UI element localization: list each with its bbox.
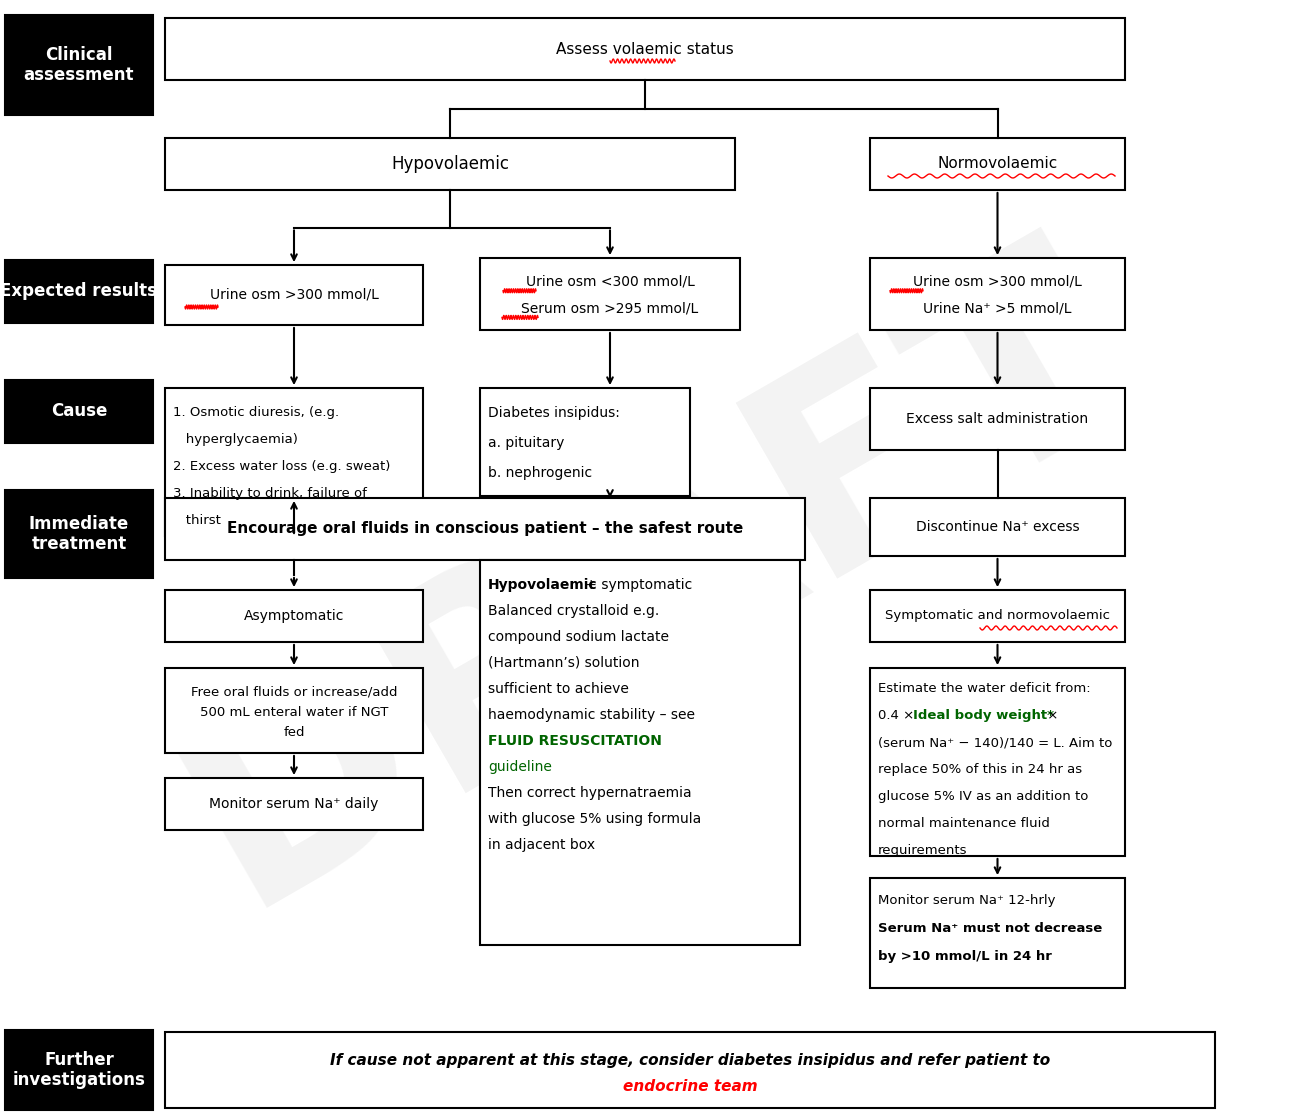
Text: Urine osm <300 mmol/L: Urine osm <300 mmol/L <box>525 275 695 288</box>
Text: Ideal body weight*: Ideal body weight* <box>913 709 1054 722</box>
Text: (Hartmann’s) solution: (Hartmann’s) solution <box>488 656 640 670</box>
Text: replace 50% of this in 24 hr as: replace 50% of this in 24 hr as <box>878 762 1083 776</box>
Text: Urine osm >300 mmol/L: Urine osm >300 mmol/L <box>913 275 1081 288</box>
Text: 0.4 ×: 0.4 × <box>878 709 918 722</box>
Text: a. pituitary: a. pituitary <box>488 436 564 451</box>
Bar <box>870 667 1124 856</box>
Text: hyperglycaemia): hyperglycaemia) <box>172 433 298 446</box>
Bar <box>870 590 1124 642</box>
Text: Balanced crystalloid e.g.: Balanced crystalloid e.g. <box>488 604 660 618</box>
Bar <box>870 388 1124 451</box>
Text: Hypovolaemic: Hypovolaemic <box>488 578 598 593</box>
Text: Normovolaemic: Normovolaemic <box>938 157 1058 171</box>
Text: Encourage oral fluids in conscious patient – the safest route: Encourage oral fluids in conscious patie… <box>227 521 743 537</box>
Text: Asymptomatic: Asymptomatic <box>244 609 345 623</box>
Text: ×: × <box>1043 709 1058 722</box>
Text: Clinical
assessment: Clinical assessment <box>24 46 135 84</box>
Text: + symptomatic: + symptomatic <box>581 578 692 593</box>
Text: 1. Osmotic diuresis, (e.g.: 1. Osmotic diuresis, (e.g. <box>172 406 340 419</box>
Bar <box>481 560 801 945</box>
Text: Diabetes insipidus:: Diabetes insipidus: <box>488 406 620 420</box>
Bar <box>870 138 1124 190</box>
Bar <box>481 388 690 496</box>
Text: Estimate the water deficit from:: Estimate the water deficit from: <box>878 682 1091 695</box>
Text: normal maintenance fluid: normal maintenance fluid <box>878 817 1050 830</box>
Bar <box>165 498 804 560</box>
Text: FLUID RESUSCITATION: FLUID RESUSCITATION <box>488 735 662 748</box>
Text: Monitor serum Na⁺ 12-hrly: Monitor serum Na⁺ 12-hrly <box>878 894 1055 907</box>
Bar <box>165 590 423 642</box>
Text: Then correct hypernatraemia: Then correct hypernatraemia <box>488 786 692 800</box>
Text: compound sodium lactate: compound sodium lactate <box>488 631 669 644</box>
Text: Free oral fluids or increase/add: Free oral fluids or increase/add <box>191 685 397 699</box>
Text: Monitor serum Na⁺ daily: Monitor serum Na⁺ daily <box>209 797 379 811</box>
Text: glucose 5% IV as an addition to: glucose 5% IV as an addition to <box>878 790 1088 803</box>
Text: Expected results: Expected results <box>0 283 158 301</box>
Bar <box>870 878 1124 988</box>
Text: guideline: guideline <box>488 760 552 774</box>
Text: 500 mL enteral water if NGT: 500 mL enteral water if NGT <box>200 705 388 719</box>
Text: 2. Excess water loss (e.g. sweat): 2. Excess water loss (e.g. sweat) <box>172 459 390 473</box>
Text: haemodynamic stability – see: haemodynamic stability – see <box>488 708 695 722</box>
Text: Serum osm >295 mmol/L: Serum osm >295 mmol/L <box>521 302 699 315</box>
Bar <box>165 138 735 190</box>
Text: by >10 mmol/L in 24 hr: by >10 mmol/L in 24 hr <box>878 950 1051 963</box>
Text: in adjacent box: in adjacent box <box>488 838 596 852</box>
Text: Discontinue Na⁺ excess: Discontinue Na⁺ excess <box>916 520 1079 534</box>
Bar <box>870 258 1124 330</box>
Text: endocrine team: endocrine team <box>623 1079 757 1095</box>
Bar <box>5 490 153 578</box>
Text: Urine Na⁺ >5 mmol/L: Urine Na⁺ >5 mmol/L <box>923 302 1072 315</box>
Bar <box>870 498 1124 556</box>
Bar <box>165 265 423 325</box>
Text: 3. Inability to drink, failure of: 3. Inability to drink, failure of <box>172 487 367 500</box>
Text: Hypovolaemic: Hypovolaemic <box>390 155 509 173</box>
Bar <box>165 1032 1215 1108</box>
Text: If cause not apparent at this stage, consider diabetes insipidus and refer patie: If cause not apparent at this stage, con… <box>330 1053 1050 1069</box>
Text: Urine osm >300 mmol/L: Urine osm >300 mmol/L <box>209 288 379 302</box>
Text: Immediate
treatment: Immediate treatment <box>29 514 129 553</box>
Bar <box>165 18 1124 80</box>
Bar <box>165 778 423 830</box>
Text: b. nephrogenic: b. nephrogenic <box>488 466 592 480</box>
Text: Symptomatic and normovolaemic: Symptomatic and normovolaemic <box>885 609 1110 623</box>
Text: Further
investigations: Further investigations <box>13 1051 145 1089</box>
Text: Assess volaemic status: Assess volaemic status <box>556 41 734 57</box>
Text: sufficient to achieve: sufficient to achieve <box>488 682 629 697</box>
Bar <box>5 1030 153 1110</box>
Text: requirements: requirements <box>878 844 968 858</box>
Text: with glucose 5% using formula: with glucose 5% using formula <box>488 812 701 826</box>
Bar <box>5 15 153 115</box>
Bar <box>165 388 423 536</box>
Bar <box>5 260 153 323</box>
Bar <box>5 380 153 443</box>
Text: DRAFT: DRAFT <box>136 205 1170 958</box>
Bar <box>481 258 741 330</box>
Text: thirst: thirst <box>172 514 221 527</box>
Text: Serum Na⁺ must not decrease: Serum Na⁺ must not decrease <box>878 922 1102 935</box>
Text: Cause: Cause <box>51 402 107 420</box>
Text: (serum Na⁺ − 140)/140 = L. Aim to: (serum Na⁺ − 140)/140 = L. Aim to <box>878 736 1113 749</box>
Bar <box>165 667 423 754</box>
Text: fed: fed <box>283 726 304 739</box>
Text: Excess salt administration: Excess salt administration <box>906 413 1089 426</box>
